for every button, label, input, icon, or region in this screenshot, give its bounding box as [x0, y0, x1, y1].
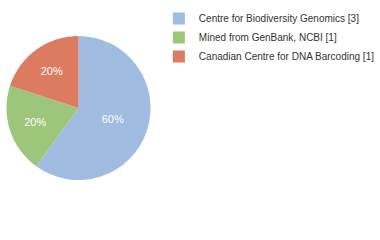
svg-text:Centre for Biodiversity Genomi: Centre for Biodiversity Genomics [3] [199, 13, 359, 24]
svg-text:Mined from GenBank, NCBI [1]: Mined from GenBank, NCBI [1] [199, 32, 337, 43]
svg-text:60%: 60% [102, 113, 124, 125]
svg-text:Canadian Centre for DNA Barcod: Canadian Centre for DNA Barcoding [1] [199, 51, 374, 62]
svg-text:20%: 20% [41, 65, 63, 77]
svg-text:20%: 20% [24, 116, 46, 128]
